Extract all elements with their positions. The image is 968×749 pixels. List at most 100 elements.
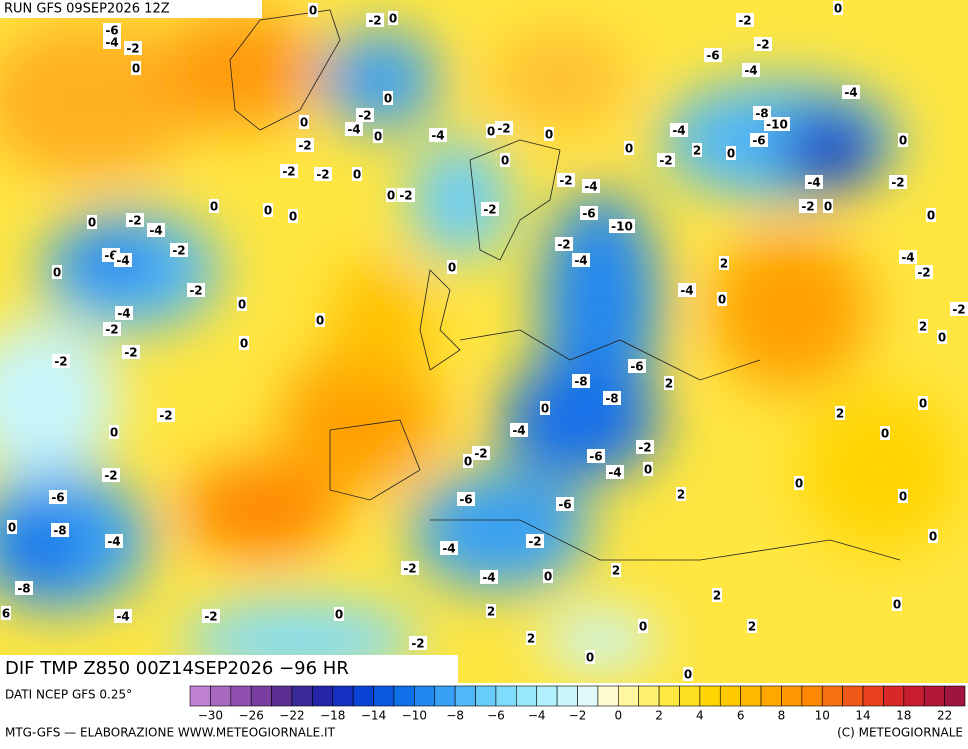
- contour-label: -4: [117, 307, 130, 321]
- colorbar-swatch: [740, 685, 762, 707]
- contour-label: 0: [927, 209, 935, 223]
- contour-label-box: [401, 561, 419, 575]
- contour-label: 2: [919, 320, 927, 334]
- contour-label-box: [345, 122, 363, 136]
- contour-label: 0: [88, 216, 96, 230]
- contour-label-box: [915, 265, 933, 279]
- colorbar-label: 10: [815, 709, 830, 723]
- contour-label-box: [124, 41, 142, 55]
- contour-label: -6: [105, 24, 118, 38]
- contour-label: 0: [289, 210, 297, 224]
- colorbar-swatch: [679, 685, 701, 707]
- colorbar-label: 2: [655, 709, 663, 723]
- contour-label-box: [918, 319, 928, 333]
- contour-label-box: [582, 179, 600, 193]
- contour-label: 0: [264, 204, 272, 218]
- contour-label-box: [526, 631, 536, 645]
- contour-label-box: [580, 206, 598, 220]
- contour-label: 0: [938, 331, 946, 345]
- contour-label: -2: [756, 38, 769, 52]
- contour-label: 0: [335, 608, 343, 622]
- contour-label: -6: [582, 207, 595, 221]
- contour-label: -2: [528, 535, 541, 549]
- contour-label-box: [472, 446, 490, 460]
- colorbar-swatch: [719, 685, 741, 707]
- colorbar-label: −2: [569, 709, 587, 723]
- contour-label-box: [486, 124, 496, 138]
- contour-label-box: [557, 173, 575, 187]
- contour-label-box: [754, 37, 772, 51]
- contour-label-box: [704, 48, 722, 62]
- contour-label-box: [603, 391, 621, 405]
- contour-label-box: [170, 243, 188, 257]
- colorbar-swatch: [332, 685, 354, 707]
- contour-label-box: [624, 141, 634, 155]
- contour-label-box: [131, 61, 141, 75]
- contour-label: -2: [128, 214, 141, 228]
- colorbar-swatch: [842, 685, 864, 707]
- contour-label: -8: [605, 392, 618, 406]
- contour-label-box: [753, 106, 771, 120]
- contour-label-box: [495, 121, 513, 135]
- contour-label: -2: [126, 42, 139, 56]
- contour-label-box: [823, 199, 833, 213]
- contour-label-box: [440, 541, 458, 555]
- footer-left: MTG-GFS — ELABORAZIONE WWW.METEOGIORNALE…: [5, 726, 336, 740]
- contour-label-box: [643, 462, 653, 476]
- colorbar-label: 4: [696, 709, 704, 723]
- contour-label: -2: [358, 109, 371, 123]
- contour-label: 2: [487, 605, 495, 619]
- contour-label-box: [356, 108, 374, 122]
- contour-label-box: [572, 374, 590, 388]
- colorbar: −30−26−22−18−14−10−8−6−4−202468101418223…: [189, 685, 966, 723]
- contour-label-box: [237, 297, 247, 311]
- contour-label-box: [889, 175, 907, 189]
- colorbar-swatch: [250, 685, 272, 707]
- contour-label-box: [157, 408, 175, 422]
- contour-label: 0: [53, 266, 61, 280]
- contour-label: 0: [899, 490, 907, 504]
- contour-label: 0: [644, 463, 652, 477]
- contour-label-box: [719, 256, 729, 270]
- colorbar-swatch: [781, 685, 803, 707]
- contour-label-box: [764, 117, 790, 131]
- contour-label: -2: [474, 447, 487, 461]
- contour-label-box: [114, 253, 132, 267]
- contour-label: -2: [316, 168, 329, 182]
- contour-label: -2: [483, 203, 496, 217]
- contour-label-box: [334, 607, 344, 621]
- contour-label: 0: [834, 2, 842, 16]
- contour-label: -4: [744, 64, 757, 78]
- contour-label-box: [447, 260, 457, 274]
- colorbar-label: −4: [528, 709, 546, 723]
- contour-label: -2: [497, 122, 510, 136]
- contour-label: -4: [512, 424, 525, 438]
- contour-label: 0: [541, 402, 549, 416]
- contour-label-box: [898, 133, 908, 147]
- contour-label-box: [833, 1, 843, 15]
- contour-label-box: [147, 223, 165, 237]
- contour-label-box: [383, 91, 393, 105]
- contour-label: -6: [706, 49, 719, 63]
- contour-label: -2: [105, 323, 118, 337]
- contour-label: -4: [105, 36, 118, 50]
- contour-label-box: [664, 376, 674, 390]
- contour-label-box: [388, 11, 398, 25]
- contour-label-box: [481, 202, 499, 216]
- contour-label-box: [463, 454, 473, 468]
- contour-label-box: [950, 302, 968, 316]
- contour-label: 0: [586, 651, 594, 665]
- contour-label: -4: [116, 254, 129, 268]
- contour-label-box: [928, 529, 938, 543]
- contour-label: 0: [316, 314, 324, 328]
- contour-label-box: [678, 283, 696, 297]
- contour-label: -2: [368, 14, 381, 28]
- footer-right: (C) METEOGIORNALE: [837, 726, 963, 740]
- contour-label: -8: [574, 375, 587, 389]
- colorbar-label: −14: [361, 709, 386, 723]
- contour-label-box: [606, 465, 624, 479]
- contour-label: 2: [527, 632, 535, 646]
- contour-label: 0: [309, 4, 317, 18]
- contour-label-box: [15, 581, 33, 595]
- contour-label-box: [480, 570, 498, 584]
